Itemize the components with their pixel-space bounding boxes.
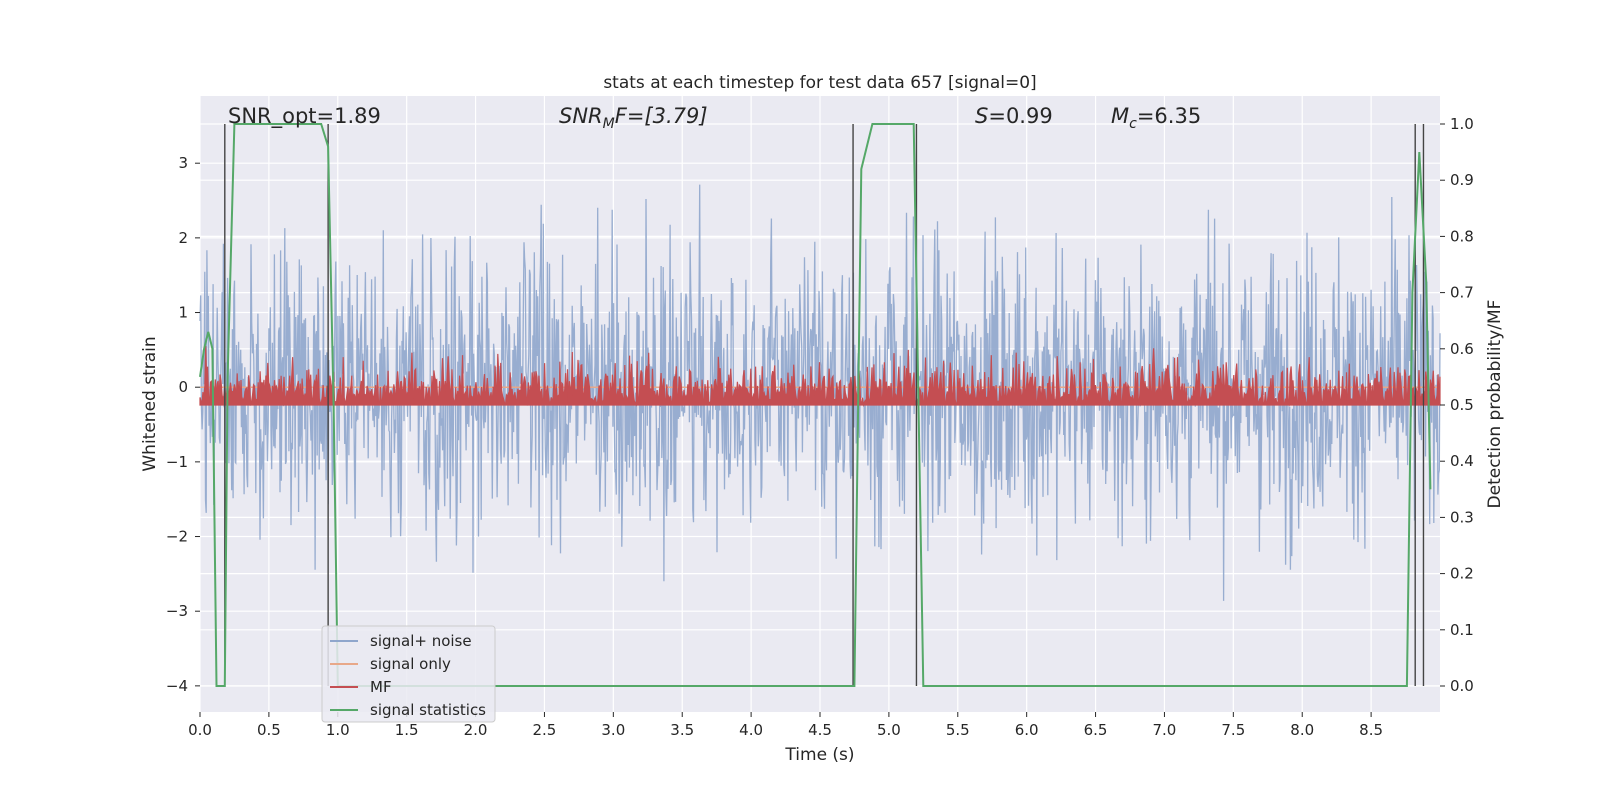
x-tick-label-5: 2.5 — [533, 721, 557, 739]
x-tick-label-10: 5.0 — [877, 721, 901, 739]
y2-tick-label-3: 0.7 — [1450, 284, 1474, 302]
annotation-snr-mf-main: SNR — [559, 104, 603, 128]
legend-label-signal-statistics: signal statistics — [370, 701, 486, 719]
y-axis-label-right: Detection probability/MF — [1485, 300, 1505, 509]
legend-label-signal-noise: signal+ noise — [370, 632, 472, 650]
y2-tick-label-9: 0.1 — [1450, 621, 1474, 639]
chart-title: stats at each timestep for test data 657… — [603, 73, 1036, 93]
legend-label-signal-only: signal only — [370, 655, 451, 673]
legend-label-mf: MF — [370, 678, 392, 696]
x-tick-label-0: 0.0 — [188, 721, 212, 739]
x-tick-label-9: 4.5 — [808, 721, 832, 739]
axes-layer: 3 2 1 0 −1 −2 −3 −4 1.0 0.9 0.8 0.7 0.6 0.5 0.4 0.3 0.2 0… — [166, 115, 1474, 739]
y-tick-label-4: −1 — [166, 453, 188, 471]
y2-tick-label-5: 0.5 — [1450, 396, 1474, 414]
x-tick-label-11: 5.5 — [946, 721, 970, 739]
annotation-mc: Mc=6.35 — [1111, 104, 1201, 132]
x-tick-label-1: 0.5 — [257, 721, 281, 739]
x-tick-label-4: 2.0 — [464, 721, 488, 739]
series-layer — [199, 123, 1441, 687]
x-tick-label-17: 8.5 — [1359, 721, 1383, 739]
x-tick-label-13: 6.5 — [1084, 721, 1108, 739]
y2-tick-label-4: 0.6 — [1450, 340, 1474, 358]
annotation-mc-sub: c — [1129, 116, 1137, 132]
y-tick-label-6: −3 — [166, 602, 188, 620]
series-signal-statistics — [199, 123, 1432, 687]
y2-tick-label-6: 0.4 — [1450, 452, 1474, 470]
y2-tick-label-0: 1.0 — [1450, 115, 1474, 133]
annotation-s: S=0.99 — [975, 104, 1053, 128]
series-mf — [199, 345, 1441, 407]
y-axis-label-left: Whitened strain — [140, 336, 160, 471]
y-tick-label-5: −2 — [166, 528, 188, 546]
y2-tick-label-1: 0.9 — [1450, 171, 1474, 189]
y2-tick-label-10: 0.0 — [1450, 677, 1474, 695]
y2-tick-label-8: 0.2 — [1450, 565, 1474, 583]
annotation-s-rest: =0.99 — [988, 104, 1052, 128]
annotation-s-main: S — [975, 104, 988, 128]
x-tick-label-7: 3.5 — [670, 721, 694, 739]
y2-tick-label-2: 0.8 — [1450, 227, 1474, 245]
x-tick-label-15: 7.5 — [1221, 721, 1245, 739]
series-signal-noise — [199, 184, 1441, 601]
x-tick-label-2: 1.0 — [326, 721, 350, 739]
x-tick-label-14: 7.0 — [1153, 721, 1177, 739]
legend: signal+ noise signal only MF signal stat… — [321, 625, 496, 723]
y-tick-label-0: 3 — [178, 154, 188, 172]
y-tick-label-2: 1 — [178, 304, 188, 322]
x-axis-label: Time (s) — [784, 745, 854, 765]
annotation-snr-mf: SNRMF=[3.79] — [559, 104, 708, 132]
legend-frame — [321, 625, 496, 723]
annotation-snr-opt: SNR_opt=1.89 — [228, 104, 381, 129]
x-tick-label-6: 3.0 — [601, 721, 625, 739]
x-tick-label-16: 8.0 — [1290, 721, 1314, 739]
annotation-mc-rest: =6.35 — [1137, 104, 1201, 128]
annotation-snr-mf-sub: M — [603, 116, 615, 132]
x-tick-label-8: 4.0 — [739, 721, 763, 739]
x-tick-label-3: 1.5 — [395, 721, 419, 739]
y-tick-label-1: 2 — [178, 229, 188, 247]
y2-tick-label-7: 0.3 — [1450, 508, 1474, 526]
annotation-snr-mf-rest: F=[3.79] — [615, 104, 708, 128]
y-tick-label-3: 0 — [178, 378, 188, 396]
y-tick-label-7: −4 — [166, 677, 188, 695]
x-tick-label-12: 6.0 — [1015, 721, 1039, 739]
annotation-mc-main: M — [1111, 104, 1129, 128]
